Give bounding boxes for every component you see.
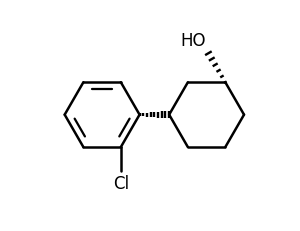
Text: HO: HO (180, 32, 206, 50)
Text: Cl: Cl (113, 174, 129, 192)
